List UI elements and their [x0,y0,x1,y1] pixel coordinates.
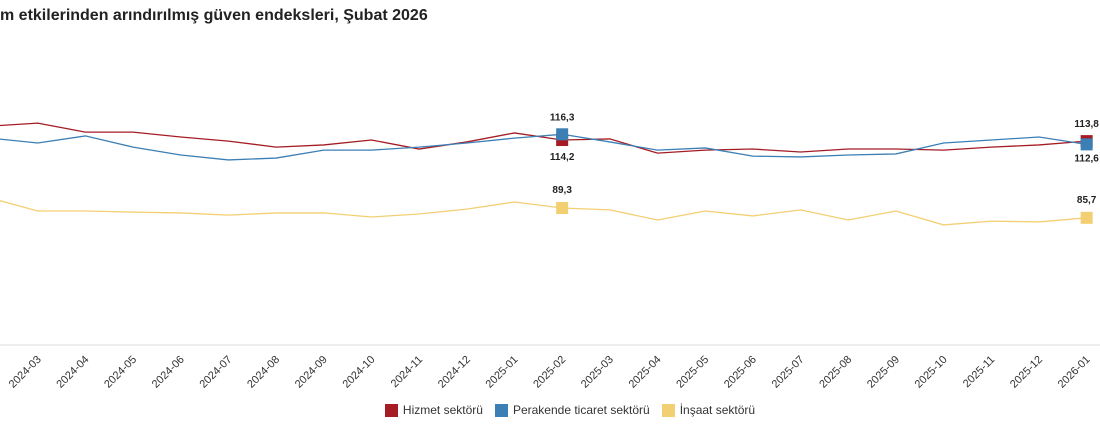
x-tick-label: 2024-06 [150,354,187,391]
data-point-marker [556,128,569,141]
series-line-0 [0,122,1087,154]
x-tick-label: 2024-11 [389,354,425,390]
x-tick-label: 2024-04 [54,354,91,391]
legend-item-hizmet[interactable]: Hizmet sektörü [384,403,483,417]
x-tick-label: 2025-06 [722,354,759,391]
x-tick-label: 2025-01 [484,354,521,391]
x-tick-label: 2024-12 [436,354,473,391]
legend-label: İnşaat sektörü [679,403,756,417]
legend-swatch [384,403,398,417]
x-tick-label: 2025-10 [913,354,950,391]
data-label: 116,3 [550,112,575,123]
data-label: 113,8 [1074,119,1099,130]
x-tick-label: 2024-08 [245,354,282,391]
legend-swatch [494,403,508,417]
legend-label: Perakende ticaret sektörü [512,403,650,417]
data-point-marker [556,202,569,214]
x-tick-label: 2025-05 [674,354,711,391]
x-tick-label: 2025-02 [531,354,568,391]
legend-label: Hizmet sektörü [402,403,483,417]
x-tick-label: 2024-05 [102,354,139,391]
x-tick-label: 2024-09 [293,354,330,391]
legend-item-insaat[interactable]: İnşaat sektörü [661,403,756,417]
x-tick-label: 2025-11 [961,354,997,390]
data-label: 112,6 [1074,153,1099,164]
x-tick-label: 2025-03 [579,354,616,391]
x-tick-label: 2025-08 [817,354,854,391]
x-tick-label: 2025-09 [865,354,902,391]
legend-swatch [661,403,675,417]
series-line-1 [0,133,1087,161]
chart-title: m etkilerinden arındırılmış güven endeks… [0,7,428,24]
legend-item-perakende[interactable]: Perakende ticaret sektörü [494,403,650,417]
data-label: 89,3 [552,185,572,196]
x-tick-label: 2024-03 [7,354,44,391]
data-label: 85,7 [1077,195,1097,206]
x-tick-label: 2026-01 [1056,354,1093,391]
data-point-marker [1080,211,1093,224]
x-tick-label: 2025-12 [1008,354,1045,391]
series-line-2 [0,199,1087,226]
x-tick-label: 2025-07 [770,354,807,391]
x-tick-label: 2024-10 [341,354,378,391]
x-tick-label: 2025-04 [627,354,664,391]
data-label: 114,2 [550,152,575,163]
data-point-marker [1080,138,1093,151]
legend: Hizmet sektörü Perakende ticaret sektörü… [0,403,1100,417]
x-tick-label: 2024-07 [197,354,234,391]
